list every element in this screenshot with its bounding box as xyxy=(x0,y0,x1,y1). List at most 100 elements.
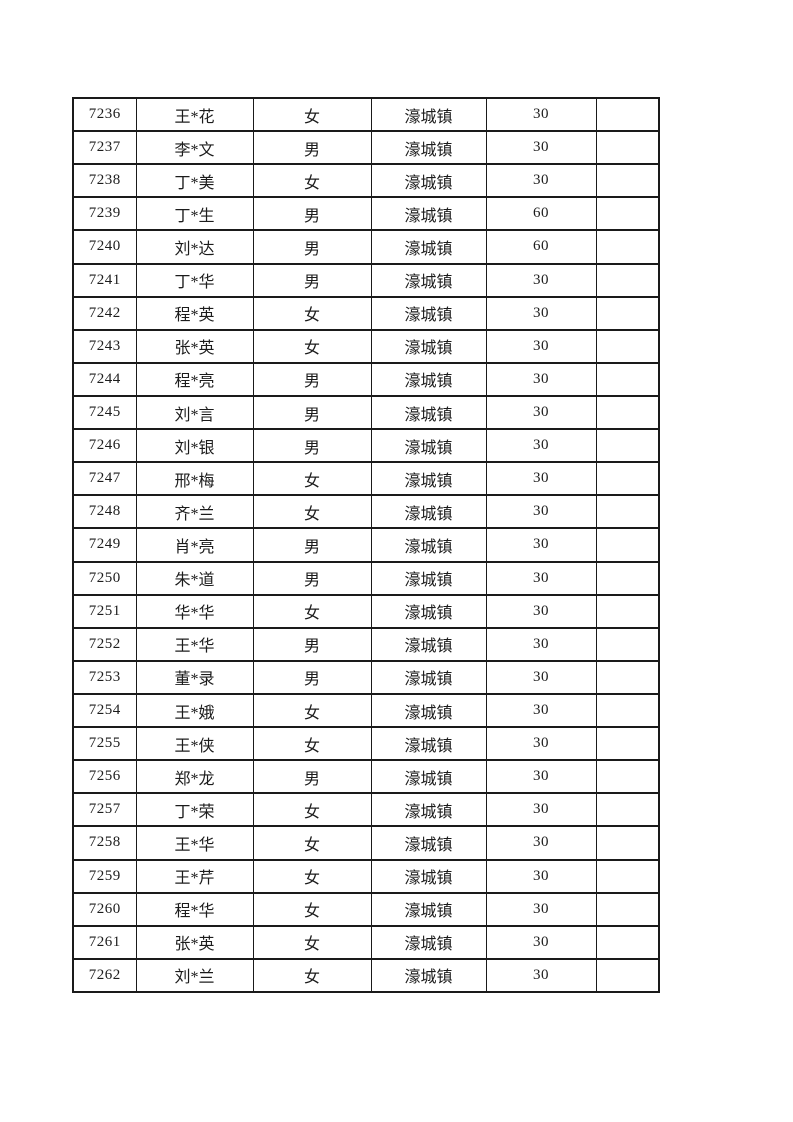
cell-name: 王*芹 xyxy=(135,858,254,894)
table-row: 7237 李*文男濠城镇 30 xyxy=(72,130,660,166)
cell-note xyxy=(595,461,660,497)
cell-gender: 女 xyxy=(252,924,372,960)
table-row: 7248 齐*兰女濠城镇 30 xyxy=(72,494,660,530)
cell-town: 濠城镇 xyxy=(370,196,487,232)
cell-id: 7240 xyxy=(72,229,137,265)
cell-gender: 男 xyxy=(252,394,372,431)
cell-gender: 女 xyxy=(252,328,372,364)
table-row: 7256 郑*龙男濠城镇 30 xyxy=(72,759,660,795)
cell-gender: 男 xyxy=(252,229,372,265)
cell-id: 7255 xyxy=(72,726,137,762)
cell-note xyxy=(595,361,660,397)
cell-name: 朱*道 xyxy=(135,560,254,596)
cell-note xyxy=(595,891,660,927)
cell-town: 濠城镇 xyxy=(370,461,487,497)
table-row: 7259 王*芹女濠城镇 30 xyxy=(72,858,660,894)
cell-id: 7242 xyxy=(72,295,137,331)
cell-amount: 30 xyxy=(485,891,597,927)
cell-id: 7256 xyxy=(72,759,137,795)
table-row: 7261 张*英女濠城镇 30 xyxy=(72,924,660,960)
cell-note xyxy=(595,593,660,629)
table-row: 7242 程*英女濠城镇 30 xyxy=(72,295,660,331)
cell-note xyxy=(595,659,660,695)
cell-gender: 男 xyxy=(252,560,372,596)
cell-name: 刘*兰 xyxy=(135,957,254,994)
cell-id: 7261 xyxy=(72,924,137,960)
cell-note xyxy=(595,428,660,464)
table-row: 7245 刘*言男濠城镇 30 xyxy=(72,394,660,431)
cell-amount: 30 xyxy=(485,593,597,629)
cell-gender: 女 xyxy=(252,494,372,530)
cell-amount: 30 xyxy=(485,361,597,397)
cell-amount: 30 xyxy=(485,692,597,729)
table-row: 7254 王*娥女濠城镇 30 xyxy=(72,692,660,729)
cell-amount: 30 xyxy=(485,262,597,298)
cell-gender: 男 xyxy=(252,196,372,232)
cell-amount: 30 xyxy=(485,328,597,364)
cell-amount: 30 xyxy=(485,759,597,795)
cell-amount: 30 xyxy=(485,428,597,464)
cell-id: 7246 xyxy=(72,428,137,464)
cell-amount: 30 xyxy=(485,626,597,662)
cell-note xyxy=(595,163,660,199)
cell-amount: 30 xyxy=(485,494,597,530)
cell-town: 濠城镇 xyxy=(370,759,487,795)
cell-town: 濠城镇 xyxy=(370,527,487,563)
cell-note xyxy=(595,626,660,662)
cell-id: 7249 xyxy=(72,527,137,563)
cell-amount: 30 xyxy=(485,825,597,861)
table-row: 7250 朱*道男濠城镇 30 xyxy=(72,560,660,596)
cell-id: 7254 xyxy=(72,692,137,729)
cell-town: 濠城镇 xyxy=(370,361,487,397)
cell-id: 7259 xyxy=(72,858,137,894)
table-row: 7257 丁*荣女濠城镇 30 xyxy=(72,792,660,828)
cell-town: 濠城镇 xyxy=(370,825,487,861)
cell-note xyxy=(595,957,660,994)
cell-name: 刘*达 xyxy=(135,229,254,265)
cell-note xyxy=(595,825,660,861)
table-row: 7244 程*亮男濠城镇 30 xyxy=(72,361,660,397)
table-row: 7258 王*华女濠城镇 30 xyxy=(72,825,660,861)
cell-town: 濠城镇 xyxy=(370,229,487,265)
cell-gender: 女 xyxy=(252,792,372,828)
cell-id: 7251 xyxy=(72,593,137,629)
cell-gender: 男 xyxy=(252,130,372,166)
cell-name: 丁*华 xyxy=(135,262,254,298)
cell-town: 濠城镇 xyxy=(370,96,487,133)
cell-gender: 女 xyxy=(252,96,372,133)
table-row: 7247 邢*梅女濠城镇 30 xyxy=(72,461,660,497)
cell-name: 董*录 xyxy=(135,659,254,695)
cell-name: 齐*兰 xyxy=(135,494,254,530)
cell-id: 7258 xyxy=(72,825,137,861)
cell-gender: 女 xyxy=(252,163,372,199)
cell-town: 濠城镇 xyxy=(370,792,487,828)
cell-id: 7239 xyxy=(72,196,137,232)
cell-name: 肖*亮 xyxy=(135,527,254,563)
cell-id: 7253 xyxy=(72,659,137,695)
cell-gender: 男 xyxy=(252,361,372,397)
cell-gender: 男 xyxy=(252,428,372,464)
cell-note xyxy=(595,924,660,960)
cell-id: 7243 xyxy=(72,328,137,364)
cell-gender: 女 xyxy=(252,692,372,729)
cell-amount: 30 xyxy=(485,394,597,431)
cell-town: 濠城镇 xyxy=(370,891,487,927)
cell-name: 丁*生 xyxy=(135,196,254,232)
cell-gender: 男 xyxy=(252,759,372,795)
cell-amount: 60 xyxy=(485,196,597,232)
cell-amount: 30 xyxy=(485,726,597,762)
cell-note xyxy=(595,295,660,331)
cell-town: 濠城镇 xyxy=(370,163,487,199)
table-row: 7253 董*录男濠城镇 30 xyxy=(72,659,660,695)
cell-id: 7262 xyxy=(72,957,137,994)
cell-id: 7237 xyxy=(72,130,137,166)
cell-gender: 女 xyxy=(252,957,372,994)
cell-note xyxy=(595,560,660,596)
cell-note xyxy=(595,726,660,762)
cell-note xyxy=(595,759,660,795)
cell-amount: 30 xyxy=(485,295,597,331)
table-row: 7243 张*英女濠城镇 30 xyxy=(72,328,660,364)
cell-id: 7238 xyxy=(72,163,137,199)
cell-name: 张*英 xyxy=(135,328,254,364)
cell-name: 邢*梅 xyxy=(135,461,254,497)
